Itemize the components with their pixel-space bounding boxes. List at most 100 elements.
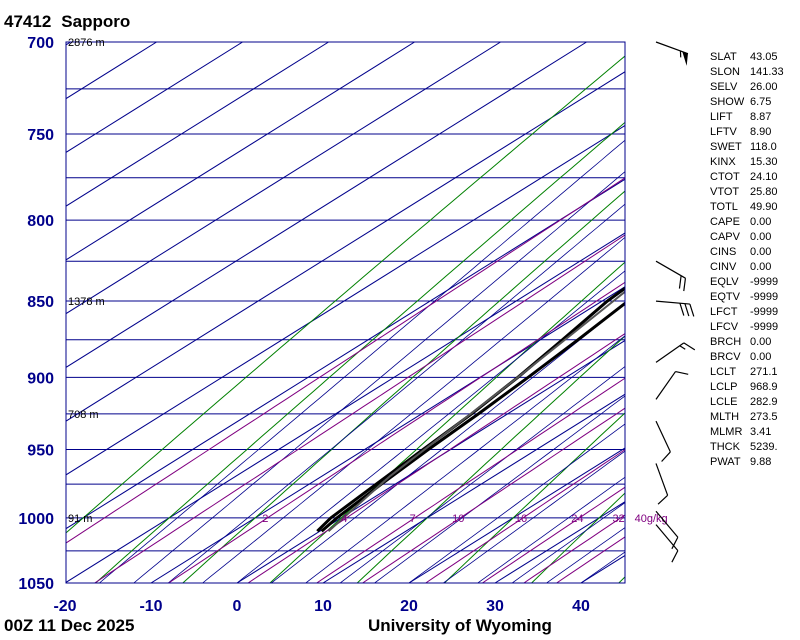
index-key: MLMR [710, 426, 743, 438]
wind-barb [655, 342, 696, 363]
wind-barb-staff [655, 371, 676, 400]
index-value: 118.0 [750, 141, 777, 153]
temperature-tick-label: -10 [139, 598, 162, 615]
isotherm-line [66, 42, 415, 261]
mixing-ratio-label: 32 [612, 513, 624, 525]
index-key: CTOT [710, 171, 740, 183]
moist-adiabat-line [408, 423, 625, 583]
index-row: CAPE 0.00 [710, 215, 784, 230]
index-row: CTOT 24.10 [710, 170, 784, 185]
wind-barb [655, 510, 679, 550]
index-key: PWAT [710, 456, 741, 468]
index-row: LCLP 968.9 [710, 380, 784, 395]
temperature-tick-label: -20 [53, 598, 76, 615]
moist-adiabat-line [511, 502, 625, 583]
wind-barb-staff [655, 510, 679, 538]
isotherm-line [66, 178, 625, 530]
index-key: EQTV [710, 291, 740, 303]
index-key: SHOW [710, 96, 745, 108]
index-row: CINV 0.00 [710, 260, 784, 275]
height-label: 2876 m [68, 37, 105, 49]
index-value: 273.5 [750, 411, 778, 423]
index-row: MLTH 273.5 [710, 410, 784, 425]
index-key: TOTL [710, 201, 738, 213]
moist-adiabat-line [167, 203, 625, 583]
wind-barb [655, 524, 679, 563]
index-key: BRCV [710, 351, 741, 363]
index-value: 271.1 [750, 366, 778, 378]
index-value: 0.00 [750, 216, 772, 228]
station-title: 47412 Sapporo [4, 12, 140, 32]
wind-barb-full [657, 494, 669, 505]
index-key: SLON [710, 66, 740, 78]
isotherm-line [66, 42, 501, 315]
pressure-tick-label: 800 [27, 213, 54, 230]
index-key: CINS [710, 246, 737, 258]
index-value: 26.00 [750, 81, 778, 93]
index-key: EQLV [710, 276, 739, 288]
index-value: 49.90 [750, 201, 778, 213]
wind-barb-flag [682, 51, 688, 66]
isotherm-line [236, 339, 625, 583]
wind-barb-full [671, 536, 679, 550]
temperature-tick-label: 20 [400, 598, 418, 615]
dry-adiabat-line [356, 335, 625, 583]
index-key: BRCH [710, 336, 742, 348]
index-value: 0.00 [750, 261, 772, 273]
index-key: THCK [710, 441, 740, 453]
dry-adiabat-line [531, 492, 625, 583]
temperature-trace [320, 301, 625, 533]
dry-adiabat-line [66, 55, 625, 534]
temperature-tick-label: 10 [314, 598, 332, 615]
wind-barb-staff [655, 342, 685, 363]
moist-adiabat-line [339, 366, 625, 583]
station-id: 47412 [4, 12, 52, 31]
plot-lines [66, 42, 625, 583]
mixing-ratio-label: 4 [341, 513, 347, 525]
wind-barb-staff [655, 463, 669, 496]
pressure-tick-label: 700 [27, 35, 54, 52]
isotherm-line [66, 232, 625, 583]
index-row: LFCV -9999 [710, 320, 784, 335]
plot-frame [65, 41, 626, 584]
wind-barb [655, 41, 689, 66]
moist-adiabat-line [236, 270, 625, 583]
index-key: LFTV [710, 126, 737, 138]
wind-barb-full [661, 451, 671, 462]
isotherm-line [66, 42, 71, 46]
index-row: TOTL 49.90 [710, 200, 784, 215]
wind-barb-full [689, 303, 695, 317]
index-key: SLAT [710, 51, 737, 63]
mixing-ratio-line [66, 177, 625, 544]
index-value: 8.90 [750, 126, 772, 138]
index-row: EQLV -9999 [710, 275, 784, 290]
dry-adiabat-line [95, 121, 625, 583]
index-value: 24.10 [750, 171, 778, 183]
index-key: LCLP [710, 381, 738, 393]
station-name: Sapporo [61, 12, 131, 31]
index-row: BRCV 0.00 [710, 350, 784, 365]
index-row: LCLT 271.1 [710, 365, 784, 380]
mixing-ratio-line [425, 449, 625, 583]
temperature-tick-label: 30 [486, 598, 504, 615]
pressure-tick-label: 750 [27, 127, 54, 144]
index-key: VTOT [710, 186, 740, 198]
index-row: MLMR 3.41 [710, 425, 784, 440]
index-value: -9999 [750, 306, 779, 318]
isotherm-line [66, 42, 329, 207]
index-key: LFCT [710, 306, 738, 318]
index-value: -9999 [750, 321, 779, 333]
isotherm-line [322, 393, 625, 583]
index-value: 0.00 [750, 336, 772, 348]
pressure-tick-label: 900 [27, 370, 54, 387]
index-row: LFCT -9999 [710, 305, 784, 320]
index-value: 25.80 [750, 186, 778, 198]
moist-adiabat-line [133, 171, 625, 583]
index-value: 5239. [750, 441, 778, 453]
index-key: CINV [710, 261, 737, 273]
moist-adiabat-line [305, 335, 625, 583]
index-row: LCLE 282.9 [710, 395, 784, 410]
mixing-ratio-line [362, 407, 625, 583]
index-key: LCLE [710, 396, 738, 408]
index-row: CINS 0.00 [710, 245, 784, 260]
